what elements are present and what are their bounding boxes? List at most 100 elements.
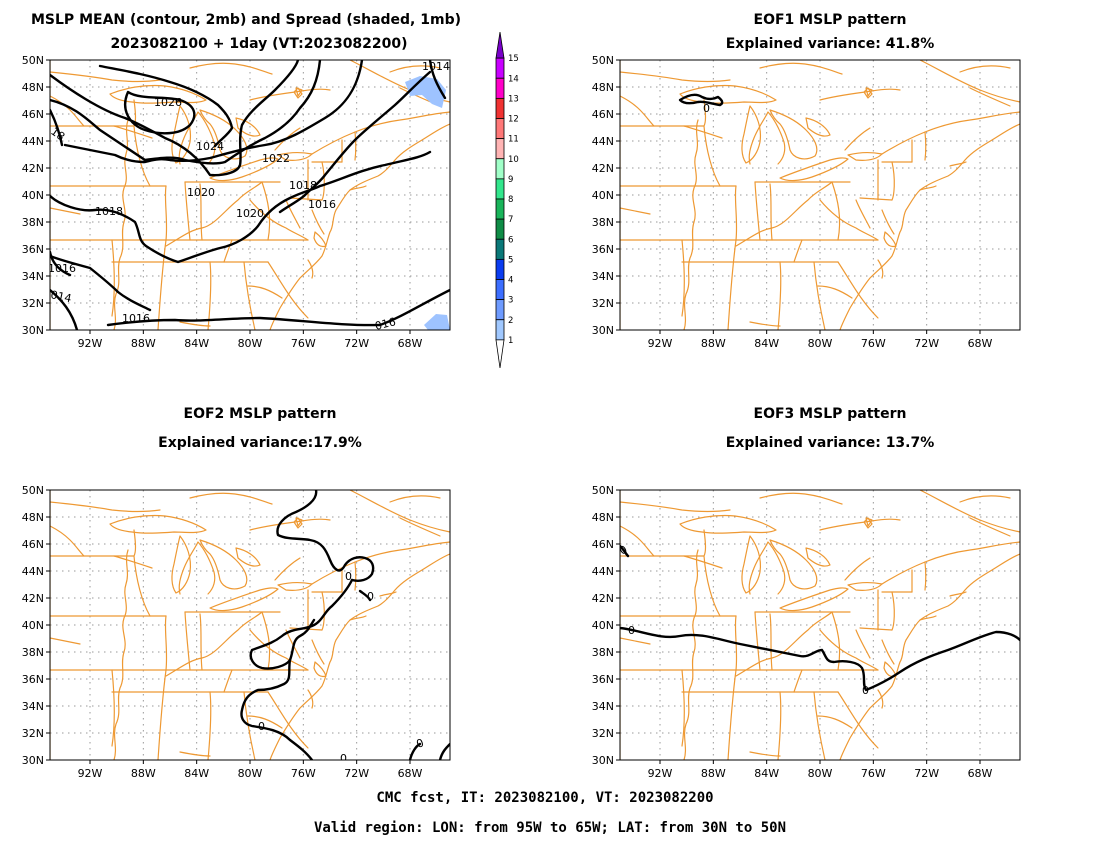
lon-tick-label: 88W xyxy=(701,767,726,780)
colorbar-label: 3 xyxy=(508,296,513,306)
lat-tick-label: 40N xyxy=(22,619,44,632)
colorbar-cell xyxy=(496,239,504,259)
colorbar-cell xyxy=(496,259,504,279)
contour-label: 1018 xyxy=(289,179,317,192)
contour-label: 0 xyxy=(862,684,869,697)
contour-label: 0 xyxy=(340,752,347,765)
lat-tick-label: 42N xyxy=(592,592,614,605)
contour-label: 0 xyxy=(703,102,710,115)
ensemble-mslp-figure: MSLP MEAN (contour, 2mb) and Spread (sha… xyxy=(0,0,1100,850)
lat-tick-label: 44N xyxy=(592,135,614,148)
colorbar-cell xyxy=(496,179,504,199)
lat-tick-label: 46N xyxy=(592,538,614,551)
colorbar-label: 9 xyxy=(508,175,513,185)
lon-tick-label: 92W xyxy=(648,337,673,350)
latitude-axis: 30N 32N 34N 36N 38N 40N 42N 44N 46N 48N 50N xyxy=(592,484,620,767)
lat-tick-label: 48N xyxy=(592,81,614,94)
latitude-axis: 30N 32N 34N 36N 38N 40N 42N 44N 46N 48N 50N xyxy=(592,54,620,337)
lat-tick-label: 40N xyxy=(592,189,614,202)
lat-tick-label: 30N xyxy=(22,324,44,337)
mean-contour-labels: 1026 1024 1022 1020 1020 1018 1018 1016 … xyxy=(48,60,450,333)
lat-tick-label: 32N xyxy=(592,297,614,310)
lat-tick-label: 32N xyxy=(592,727,614,740)
colorbar-label: 4 xyxy=(508,276,513,286)
eof3-panel: EOF3 MSLP pattern Explained variance: 13… xyxy=(592,406,1020,780)
lat-tick-label: 38N xyxy=(592,216,614,229)
lat-tick-label: 42N xyxy=(592,162,614,175)
lat-tick-label: 34N xyxy=(22,270,44,283)
mean-spread-panel: MSLP MEAN (contour, 2mb) and Spread (sha… xyxy=(22,12,461,350)
lon-tick-label: 76W xyxy=(291,337,316,350)
colorbar-label: 5 xyxy=(508,255,513,265)
lat-tick-label: 44N xyxy=(22,565,44,578)
lat-tick-label: 46N xyxy=(22,108,44,121)
colorbar-cell xyxy=(496,119,504,139)
lon-tick-label: 68W xyxy=(398,767,423,780)
lat-tick-label: 38N xyxy=(22,646,44,659)
lon-tick-label: 88W xyxy=(131,767,156,780)
lon-tick-label: 88W xyxy=(131,337,156,350)
lon-tick-label: 92W xyxy=(78,337,103,350)
lon-tick-label: 72W xyxy=(344,337,369,350)
lat-tick-label: 44N xyxy=(592,565,614,578)
longitude-axis: 92W 88W 84W 80W 76W 72W 68W xyxy=(648,760,993,780)
colorbar-label: 11 xyxy=(508,135,519,145)
lat-tick-label: 50N xyxy=(592,54,614,67)
lat-tick-label: 42N xyxy=(22,592,44,605)
panel-title-line1: EOF2 MSLP pattern xyxy=(184,406,337,422)
spread-shading xyxy=(405,76,450,330)
colorbar-label: 6 xyxy=(508,235,513,245)
lat-tick-label: 30N xyxy=(592,754,614,767)
colorbar-cell xyxy=(496,32,504,58)
colorbar-label: 14 xyxy=(508,74,519,84)
lat-tick-label: 36N xyxy=(592,673,614,686)
lon-tick-label: 80W xyxy=(238,337,263,350)
lat-tick-label: 30N xyxy=(592,324,614,337)
lon-tick-label: 72W xyxy=(914,337,939,350)
colorbar-cell xyxy=(496,199,504,219)
lat-tick-label: 34N xyxy=(592,700,614,713)
lon-tick-label: 72W xyxy=(914,767,939,780)
lat-tick-label: 50N xyxy=(592,484,614,497)
eof1-panel: EOF1 MSLP pattern Explained variance: 41… xyxy=(592,12,1020,350)
contour-label: 1016 xyxy=(122,312,150,325)
contour-label: 1026 xyxy=(154,96,182,109)
contour-label: 1022 xyxy=(262,152,290,165)
colorbar-cell xyxy=(496,219,504,239)
lat-tick-label: 34N xyxy=(592,270,614,283)
eof2-panel: EOF2 MSLP pattern Explained variance:17.… xyxy=(22,406,450,780)
contour-label: 1014 xyxy=(422,60,450,73)
contour-label: 014 xyxy=(49,288,72,305)
colorbar-cell xyxy=(496,300,504,320)
lon-tick-label: 72W xyxy=(344,767,369,780)
contour-label: 1020 xyxy=(236,207,264,220)
lat-tick-label: 38N xyxy=(592,646,614,659)
lat-tick-label: 46N xyxy=(22,538,44,551)
colorbar-label: 2 xyxy=(508,316,513,326)
lon-tick-label: 84W xyxy=(184,767,209,780)
panel-title-line2: Explained variance:17.9% xyxy=(158,435,362,451)
longitude-axis: 92W 88W 84W 80W 76W 72W 68W xyxy=(78,330,423,350)
contour-label: 1016 xyxy=(48,262,76,275)
footer-valid-region: Valid region: LON: from 95W to 65W; LAT:… xyxy=(314,820,786,836)
lon-tick-label: 80W xyxy=(808,767,833,780)
colorbar-label: 8 xyxy=(508,195,513,205)
colorbar-cell xyxy=(496,139,504,159)
lat-tick-label: 30N xyxy=(22,754,44,767)
map-area: 0 xyxy=(620,60,1020,330)
panel-title-line2: 2023082100 + 1day (VT:2023082200) xyxy=(110,36,407,52)
lon-tick-label: 84W xyxy=(184,337,209,350)
latitude-axis: 30N 32N 34N 36N 38N 40N 42N 44N 46N 48N 50N xyxy=(22,54,50,337)
colorbar-cell xyxy=(496,280,504,300)
contour-label: 1018 xyxy=(95,205,123,218)
panel-title-line1: MSLP MEAN (contour, 2mb) and Spread (sha… xyxy=(31,12,461,28)
lon-tick-label: 92W xyxy=(78,767,103,780)
lon-tick-label: 68W xyxy=(398,337,423,350)
panel-title-line1: EOF3 MSLP pattern xyxy=(754,406,907,422)
longitude-axis: 92W 88W 84W 80W 76W 72W 68W xyxy=(648,330,993,350)
eof1-contours xyxy=(680,95,722,105)
colorbar-cell xyxy=(496,78,504,98)
lon-tick-label: 80W xyxy=(808,337,833,350)
panel-title-line2: Explained variance: 41.8% xyxy=(726,36,935,52)
